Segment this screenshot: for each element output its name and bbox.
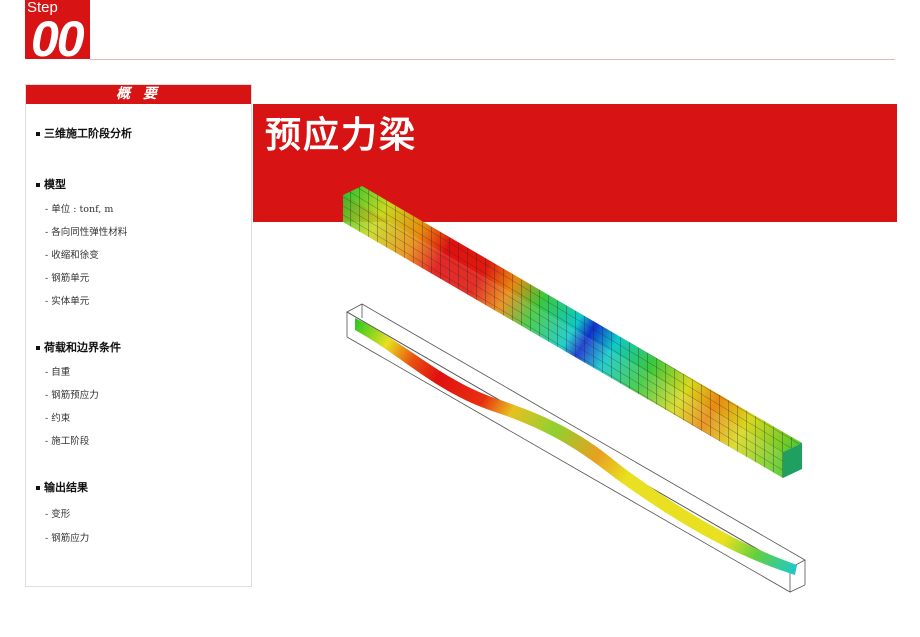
tendon-deformation-model bbox=[346, 303, 806, 593]
list-item: - 约束 bbox=[45, 413, 71, 424]
page-title: 预应力梁 bbox=[265, 114, 418, 156]
list-item: - 施工阶段 bbox=[45, 436, 90, 447]
list-item: - 实体单元 bbox=[45, 296, 90, 307]
step-label: Step bbox=[27, 0, 58, 16]
list-item: - 收缩和徐变 bbox=[45, 250, 99, 261]
list-item: - 钢筋应力 bbox=[45, 533, 90, 544]
section-title: 荷载和边界条件 bbox=[36, 339, 121, 355]
list-item: - 自重 bbox=[45, 367, 71, 378]
section-title: 输出结果 bbox=[36, 479, 88, 495]
divider bbox=[90, 59, 895, 60]
section-title: 三维施工阶段分析 bbox=[36, 125, 132, 141]
panel-title: 概 要 bbox=[26, 85, 251, 104]
step-number: 00 bbox=[31, 11, 85, 59]
step-badge: Step 00 bbox=[25, 0, 90, 59]
solid-beam-model bbox=[343, 186, 802, 478]
list-item: - 变形 bbox=[45, 509, 71, 520]
section-title: 模型 bbox=[36, 176, 66, 192]
list-item: - 钢筋预应力 bbox=[45, 390, 99, 401]
list-item: - 各向同性弹性材料 bbox=[45, 227, 128, 238]
list-item: - 钢筋单元 bbox=[45, 273, 90, 284]
overview-panel: 概 要 三维施工阶段分析 模型 - 单位 : tonf, m - 各向同性弹性材… bbox=[25, 84, 252, 587]
list-item: - 单位 : tonf, m bbox=[45, 204, 114, 215]
